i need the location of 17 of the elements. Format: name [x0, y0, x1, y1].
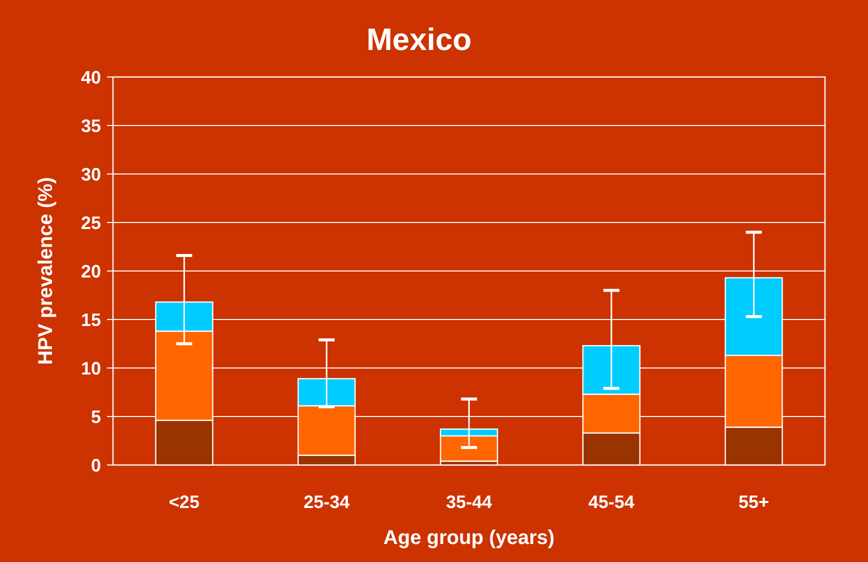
- x-tick-label: 55+: [738, 492, 770, 512]
- y-tick-label: 20: [80, 261, 101, 282]
- chart-title: Mexico: [366, 22, 472, 57]
- x-tick-label: 45-54: [588, 492, 634, 512]
- x-tick-label: 25-34: [304, 492, 350, 512]
- y-tick-label: 35: [80, 116, 101, 136]
- y-tick-label: 15: [80, 310, 101, 330]
- y-tick-label: 30: [80, 164, 101, 184]
- y-axis-title: HPV prevalence (%): [35, 177, 57, 365]
- x-tick-label: <25: [168, 492, 200, 512]
- y-tick-label: 40: [80, 67, 101, 88]
- y-tick-label: 10: [80, 358, 101, 378]
- x-axis-title: Age group (years): [383, 527, 555, 549]
- x-tick-label: 35-44: [446, 492, 492, 512]
- y-tick-label: 0: [90, 455, 101, 476]
- y-tick-label: 25: [80, 212, 101, 233]
- y-tick-label: 5: [90, 406, 101, 427]
